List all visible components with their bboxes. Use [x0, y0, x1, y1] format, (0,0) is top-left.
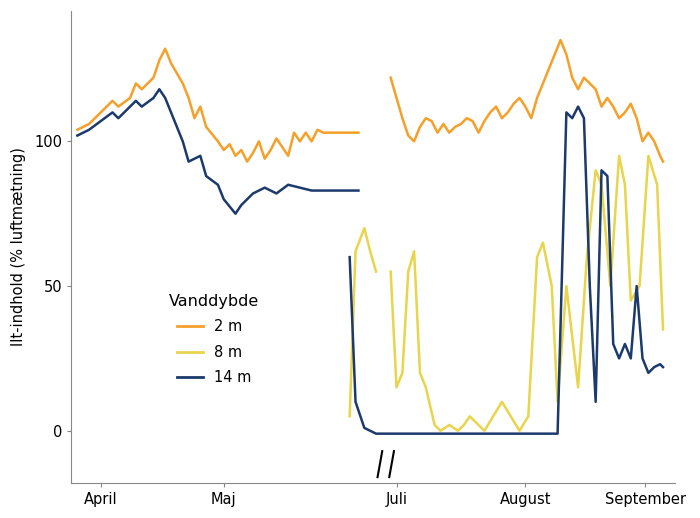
- Y-axis label: Ilt-indhold (% luftmætning): Ilt-indhold (% luftmætning): [11, 148, 26, 347]
- Legend: 2 m, 8 m, 14 m: 2 m, 8 m, 14 m: [163, 289, 265, 391]
